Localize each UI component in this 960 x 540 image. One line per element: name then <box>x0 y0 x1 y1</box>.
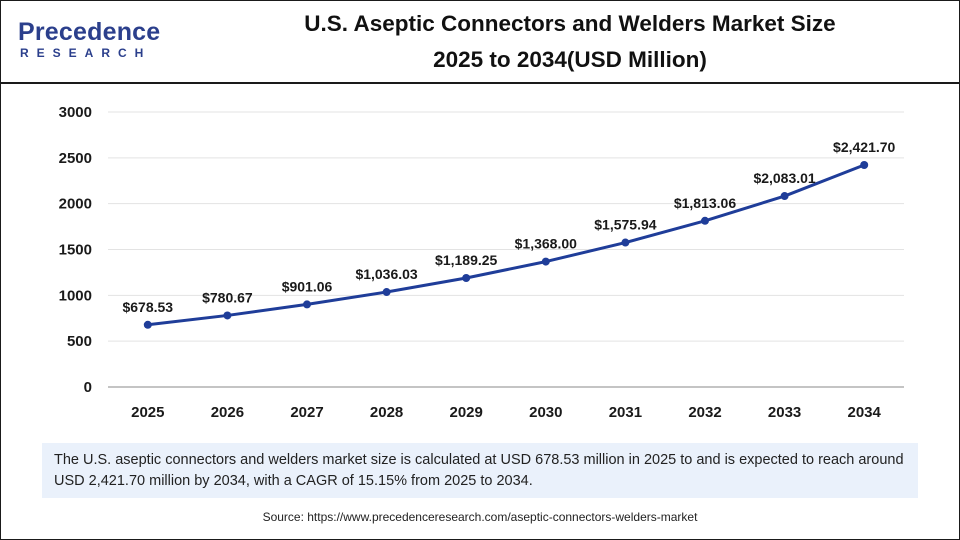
x-tick-label-2032: 2032 <box>688 404 721 421</box>
brand-logo: Precedence RESEARCH <box>18 18 168 68</box>
y-tick-label-2: 1000 <box>59 287 92 304</box>
y-tick-label-4: 2000 <box>59 196 92 213</box>
data-point-2029 <box>462 273 471 282</box>
y-tick-label-1: 500 <box>67 333 92 350</box>
data-label-2029: $1,189.25 <box>435 252 497 268</box>
series-line-0 <box>146 163 866 327</box>
logo-wordmark: Precedence <box>18 18 161 46</box>
source-citation: Source: https://www.precedenceresearch.c… <box>262 510 698 524</box>
x-tick-label-2033: 2033 <box>768 404 801 421</box>
data-label-2025: $678.53 <box>122 299 173 315</box>
data-point-2030 <box>541 257 550 266</box>
data-point-2034 <box>860 161 869 170</box>
data-point-2033 <box>780 192 789 201</box>
data-label-2031: $1,575.94 <box>594 217 656 233</box>
logo-subtitle: RESEARCH <box>20 46 152 60</box>
y-tick-label-5: 2500 <box>59 150 92 167</box>
header: Precedence RESEARCH U.S. Aseptic Connect… <box>0 0 960 84</box>
y-tick-label-3: 1500 <box>59 242 92 259</box>
y-tick-label-0: 0 <box>84 379 92 396</box>
data-point-2031 <box>621 238 630 247</box>
chart-title: U.S. Aseptic Connectors and Welders Mark… <box>210 6 930 78</box>
data-point-2028 <box>382 288 391 297</box>
data-label-2026: $780.67 <box>202 289 253 305</box>
chart-title-line-1: U.S. Aseptic Connectors and Welders Mark… <box>304 11 836 36</box>
data-label-2030: $1,368.00 <box>515 236 577 252</box>
data-point-2026 <box>223 311 232 320</box>
x-tick-label-2031: 2031 <box>609 404 642 421</box>
x-tick-label-2027: 2027 <box>290 404 323 421</box>
x-tick-label-2025: 2025 <box>131 404 164 421</box>
x-tick-label-2030: 2030 <box>529 404 562 421</box>
data-label-2028: $1,036.03 <box>355 266 417 282</box>
x-tick-label-2029: 2029 <box>450 404 483 421</box>
line-chart: 0 500 1000 1500 2000 2500 3000 2025 2026 2027 2028… <box>59 104 904 421</box>
data-label-2033: $2,083.01 <box>753 170 815 186</box>
summary-note: The U.S. aseptic connectors and welders … <box>42 443 918 498</box>
data-point-2032 <box>701 216 709 225</box>
x-tick-label-2026: 2026 <box>211 404 244 421</box>
y-tick-label-6: 3000 <box>59 104 92 121</box>
x-tick-label-2028: 2028 <box>370 404 403 421</box>
data-label-2027: $901.06 <box>282 278 333 294</box>
x-tick-label-2034: 2034 <box>848 404 882 421</box>
data-point-2025 <box>143 320 152 329</box>
data-label-2034: $2,421.70 <box>833 139 895 155</box>
data-label-2032: $1,813.06 <box>674 195 736 211</box>
data-point-2027 <box>303 300 311 309</box>
chart-title-line-2: 2025 to 2034(USD Million) <box>433 47 707 72</box>
